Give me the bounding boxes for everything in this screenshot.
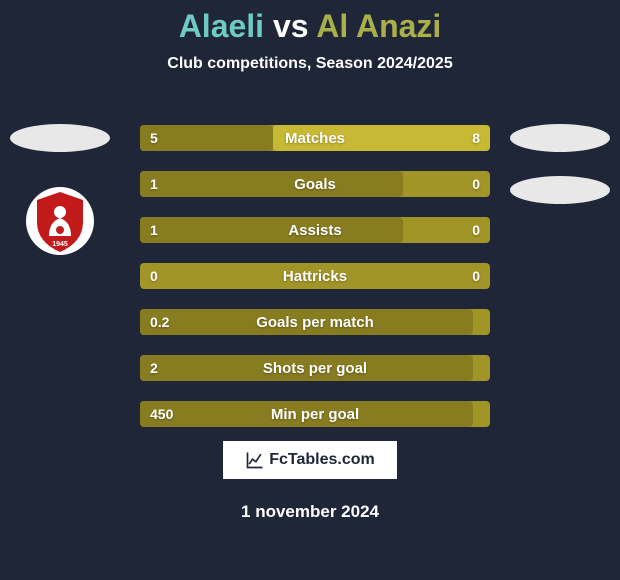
title-player1: Alaeli — [179, 8, 264, 44]
stat-value-left: 450 — [140, 401, 183, 427]
team-oval-left — [10, 124, 110, 152]
stat-label: Min per goal — [140, 401, 490, 427]
stat-label: Shots per goal — [140, 355, 490, 381]
stat-row: Goals per match0.2 — [140, 309, 490, 335]
stat-value-right: 8 — [462, 125, 490, 151]
stat-row: Goals1 0 — [140, 171, 490, 197]
page-title: Alaeli vs Al Anazi — [0, 0, 620, 45]
stat-label: Matches — [140, 125, 490, 151]
stat-row: Assists1 0 — [140, 217, 490, 243]
title-vs: vs — [273, 8, 309, 44]
stat-value-left: 5 — [140, 125, 168, 151]
chart-icon — [245, 450, 265, 470]
title-player2: Al Anazi — [316, 8, 441, 44]
stat-label: Goals — [140, 171, 490, 197]
stat-value-right: 0 — [462, 217, 490, 243]
stat-row: Hattricks0 0 — [140, 263, 490, 289]
club-shield-icon: 1945 — [25, 186, 95, 256]
stats-panel: Matches58Goals10Assists10Hattricks00Goal… — [140, 125, 490, 447]
stat-row: Matches5 8 — [140, 125, 490, 151]
subtitle: Club competitions, Season 2024/2025 — [0, 55, 620, 73]
stat-row: Shots per goal2 — [140, 355, 490, 381]
stat-label: Assists — [140, 217, 490, 243]
stat-label: Goals per match — [140, 309, 490, 335]
fctables-logo: FcTables.com — [222, 440, 398, 480]
stat-value-left: 0.2 — [140, 309, 179, 335]
stat-value-right: 0 — [462, 171, 490, 197]
team-oval-right-2 — [510, 176, 610, 204]
footer-date: 1 november 2024 — [0, 502, 620, 522]
svg-text:1945: 1945 — [52, 241, 68, 248]
stat-value-left: 1 — [140, 171, 168, 197]
stat-value-right: 0 — [462, 263, 490, 289]
footer-logo-text: FcTables.com — [269, 451, 375, 469]
stat-row: Min per goal450 — [140, 401, 490, 427]
stat-value-left: 2 — [140, 355, 168, 381]
stat-label: Hattricks — [140, 263, 490, 289]
stat-value-left: 0 — [140, 263, 168, 289]
stat-value-left: 1 — [140, 217, 168, 243]
team-oval-right-1 — [510, 124, 610, 152]
